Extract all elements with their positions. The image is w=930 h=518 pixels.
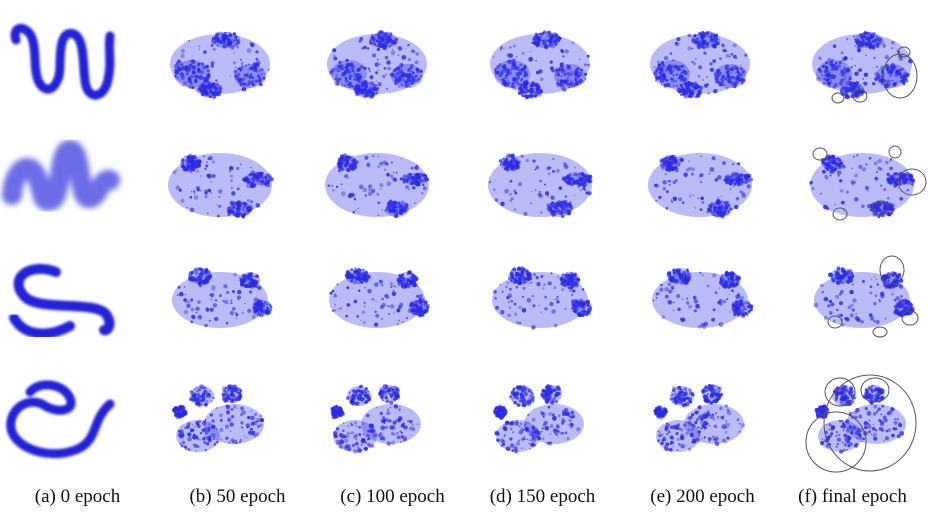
- cluster-outline-15: [805, 411, 867, 473]
- panel-r2-a-wave-band: [2, 139, 120, 211]
- panel-r3-e-point-cloud: [652, 268, 754, 330]
- panel-r3-a-s-curve: [9, 263, 115, 339]
- panel-r3-b-point-cloud: [172, 266, 273, 328]
- cluster-outline-10: [879, 255, 905, 285]
- panel-r4-a-swirl: [6, 380, 115, 459]
- cluster-outline-1: [882, 53, 918, 99]
- cluster-outline-3: [831, 92, 845, 104]
- panel-r4-f-point-cloud: [814, 384, 906, 454]
- cluster-outline-11: [901, 310, 919, 326]
- panel-r1-f-point-cloud: [812, 31, 913, 100]
- caption-d: (d) 150 epoch: [489, 486, 596, 507]
- panel-r4-c-point-cloud: [330, 384, 421, 454]
- caption-f: (f) final epoch: [798, 486, 907, 507]
- panel-r2-f-point-cloud: [809, 153, 916, 219]
- cluster-outline-8: [871, 200, 889, 216]
- cluster-outline-13: [872, 326, 888, 338]
- panel-r4-d-point-cloud: [492, 384, 584, 454]
- panel-r2-e-point-cloud: [648, 153, 754, 219]
- cluster-outline-7: [832, 207, 848, 221]
- caption-e: (e) 200 epoch: [650, 486, 755, 507]
- panel-r3-d-point-cloud: [492, 266, 593, 330]
- cluster-outline-12: [827, 315, 843, 329]
- cluster-outline-5: [897, 168, 927, 196]
- panel-r3-c-point-cloud: [329, 267, 430, 328]
- panel-r2-b-point-cloud: [168, 153, 274, 219]
- cluster-outline-14: [823, 374, 917, 472]
- caption-c: (c) 100 epoch: [340, 486, 445, 507]
- cluster-outline-6: [812, 147, 828, 161]
- panel-r4-b-point-cloud: [172, 384, 265, 453]
- cluster-outlines: [805, 46, 927, 473]
- cluster-outline-4: [897, 46, 911, 58]
- panel-r1-c-point-cloud: [327, 30, 427, 100]
- caption-a: (a) 0 epoch: [34, 486, 121, 507]
- panel-r4-e-point-cloud: [653, 383, 746, 452]
- cluster-outline-17: [860, 377, 890, 403]
- caption-b: (b) 50 epoch: [189, 486, 286, 507]
- panel-r1-e-point-cloud: [650, 30, 750, 99]
- cluster-outline-2: [852, 89, 868, 103]
- cluster-outline-9: [888, 145, 902, 159]
- panel-r2-d-point-cloud: [488, 153, 593, 219]
- panel-r1-a-sine-curve: [10, 23, 115, 100]
- cluster-outline-16: [824, 377, 856, 407]
- panel-r2-c-point-cloud: [325, 153, 430, 219]
- panel-r1-d-point-cloud: [490, 30, 591, 100]
- panel-r1-b-point-cloud: [170, 31, 270, 99]
